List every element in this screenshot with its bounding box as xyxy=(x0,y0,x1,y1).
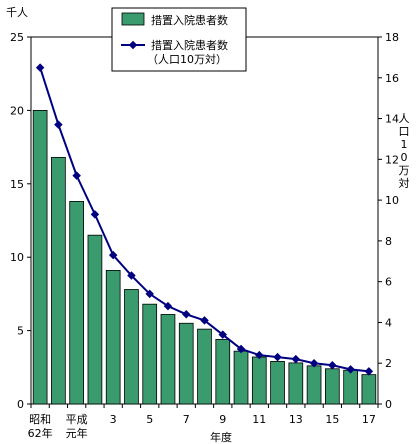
y-left-tick-label: 15 xyxy=(10,178,24,191)
bar xyxy=(306,365,322,405)
line-point xyxy=(291,354,301,364)
y-right-tick-label: 0 xyxy=(385,398,392,411)
bar xyxy=(325,368,340,405)
legend-item-bar: 措置入院患者数 xyxy=(121,12,228,27)
legend-bar-label: 措置入院患者数 xyxy=(151,13,228,27)
bar xyxy=(270,361,285,405)
x-tick-label: 62年 xyxy=(28,426,53,440)
y-left-tick-label: 5 xyxy=(17,325,24,338)
line-point xyxy=(218,330,228,339)
line-series xyxy=(35,63,374,376)
y-left-tick-label: 10 xyxy=(10,251,24,264)
legend-line-label: 措置入院患者数（人口10万対） xyxy=(147,38,228,66)
bar xyxy=(32,110,48,405)
y-right-tick-label: 10 xyxy=(385,194,399,207)
bar xyxy=(87,234,103,405)
line-point xyxy=(54,120,63,129)
bar xyxy=(142,303,158,405)
x-tick-label: 17 xyxy=(362,413,376,426)
bar xyxy=(343,369,358,405)
x-tick-label: 昭和 xyxy=(29,413,51,426)
y-right-tick-label: 6 xyxy=(385,276,392,289)
line-point xyxy=(90,210,100,219)
y-right-tick-label: 18 xyxy=(385,31,399,44)
x-tick-label: 9 xyxy=(219,413,226,426)
bar-series xyxy=(32,110,377,405)
bar xyxy=(288,362,304,405)
bar xyxy=(160,314,176,405)
x-tick-label: 元年 xyxy=(66,426,88,440)
line-point xyxy=(108,250,118,260)
x-tick-label: 平成 xyxy=(66,413,88,426)
x-tick-label: 7 xyxy=(183,413,190,426)
y-right-tick-label: 14 xyxy=(385,113,399,126)
y-right-tick-label: 8 xyxy=(385,235,392,248)
line-point xyxy=(127,271,136,280)
y-right-unit-label: 人口 1 0 万対 xyxy=(399,112,410,190)
x-axis-label: 年度 xyxy=(210,430,232,444)
y-left-tick-label: 20 xyxy=(10,104,24,117)
y-left-tick-label: 0 xyxy=(17,398,24,411)
legend-line-marker xyxy=(128,40,138,50)
legend-bar-swatch xyxy=(121,12,145,26)
bar xyxy=(215,339,231,405)
bar xyxy=(361,374,377,405)
bar xyxy=(69,201,84,405)
line-point xyxy=(273,352,282,362)
x-tick-label: 15 xyxy=(325,413,339,426)
x-tick-label: 11 xyxy=(252,413,266,426)
line-point xyxy=(328,361,337,370)
line-point xyxy=(200,316,209,325)
bar xyxy=(178,322,194,405)
x-tick-label: 5 xyxy=(146,413,153,426)
line-point xyxy=(145,289,154,299)
x-tick-label: 3 xyxy=(110,413,117,426)
x-tick-label: 13 xyxy=(289,413,303,426)
bar xyxy=(124,289,139,405)
line-point xyxy=(236,344,246,354)
y-left-unit-label: 千人 xyxy=(6,6,28,19)
line-point xyxy=(35,63,45,72)
y-right-tick-label: 2 xyxy=(385,357,392,370)
bar xyxy=(233,350,249,405)
bar xyxy=(197,328,212,405)
line-point xyxy=(181,310,191,319)
legend: 措置入院患者数 措置入院患者数（人口10万対） xyxy=(111,7,247,72)
bar xyxy=(105,270,121,405)
y-right-tick-label: 12 xyxy=(385,153,399,166)
line-point xyxy=(255,350,264,360)
line-point xyxy=(309,358,319,368)
y-left-tick-label: 25 xyxy=(10,31,24,44)
y-right-tick-label: 16 xyxy=(385,72,399,85)
line-point xyxy=(364,367,374,376)
line-point xyxy=(346,365,355,374)
line-point xyxy=(72,171,81,180)
legend-item-line: 措置入院患者数（人口10万対） xyxy=(121,38,228,66)
bar xyxy=(251,356,267,405)
line-point xyxy=(163,301,173,311)
bar xyxy=(51,156,66,405)
y-right-tick-label: 4 xyxy=(385,316,392,329)
